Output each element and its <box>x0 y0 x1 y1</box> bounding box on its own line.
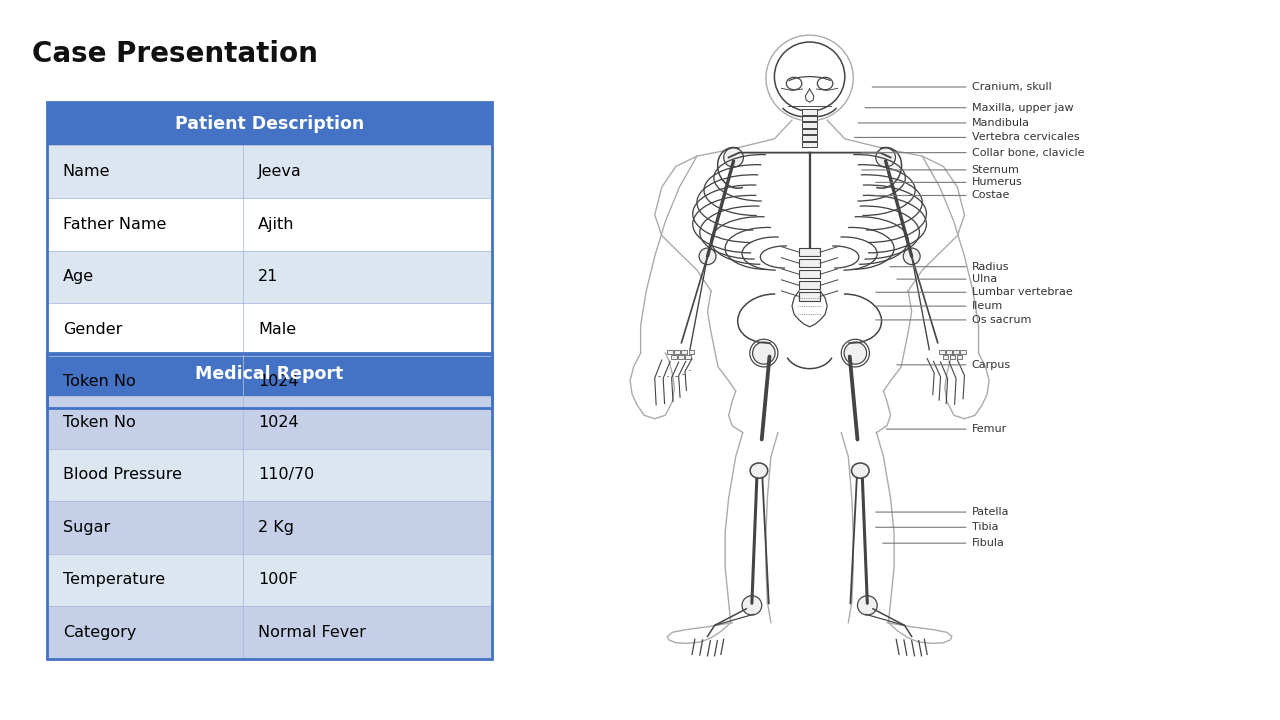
Bar <box>681 351 687 354</box>
Text: Sugar: Sugar <box>63 520 110 535</box>
Bar <box>799 270 820 279</box>
Text: Ulna: Ulna <box>897 274 997 284</box>
Bar <box>689 351 694 354</box>
Bar <box>47 102 492 408</box>
Bar <box>954 351 959 354</box>
Text: Father Name: Father Name <box>63 217 166 232</box>
Text: Blood Pressure: Blood Pressure <box>63 467 182 482</box>
Text: Cranium, skull: Cranium, skull <box>872 82 1051 92</box>
Text: Gender: Gender <box>63 322 122 337</box>
Text: Mandibula: Mandibula <box>858 118 1029 128</box>
Text: Tibia: Tibia <box>876 522 998 532</box>
Bar <box>801 109 818 114</box>
Text: Humerus: Humerus <box>876 177 1023 187</box>
Text: Name: Name <box>63 164 110 179</box>
Circle shape <box>753 342 776 364</box>
Circle shape <box>858 595 877 615</box>
Text: Normal Fever: Normal Fever <box>259 625 366 640</box>
Bar <box>47 198 492 251</box>
Text: 100F: 100F <box>259 572 298 588</box>
Text: Jeeva: Jeeva <box>259 164 302 179</box>
Text: Os sacrum: Os sacrum <box>876 315 1030 325</box>
Text: 1024: 1024 <box>259 415 298 430</box>
Bar <box>47 554 492 606</box>
Bar <box>801 116 818 121</box>
Bar <box>47 606 492 659</box>
Text: 1024: 1024 <box>259 374 298 390</box>
Text: 21: 21 <box>259 269 279 284</box>
Text: Category: Category <box>63 625 136 640</box>
Text: Temperature: Temperature <box>63 572 165 588</box>
Bar <box>960 351 966 354</box>
Bar <box>47 501 492 554</box>
Text: Age: Age <box>63 269 93 284</box>
Bar <box>678 355 684 359</box>
Text: Carpus: Carpus <box>897 360 1011 370</box>
Circle shape <box>723 148 744 167</box>
Text: 2 Kg: 2 Kg <box>259 520 294 535</box>
Ellipse shape <box>851 463 869 478</box>
Bar <box>47 145 492 198</box>
Text: Costae: Costae <box>876 191 1010 200</box>
Bar <box>799 292 820 300</box>
Bar <box>47 251 492 303</box>
Bar <box>940 351 945 354</box>
Circle shape <box>699 248 716 265</box>
Circle shape <box>742 595 762 615</box>
Text: Ileum: Ileum <box>876 301 1002 311</box>
Bar <box>946 351 952 354</box>
Bar <box>799 259 820 267</box>
Text: Fibula: Fibula <box>883 538 1005 548</box>
Bar <box>675 351 680 354</box>
Bar <box>799 248 820 256</box>
Bar <box>667 351 673 354</box>
Circle shape <box>876 148 896 167</box>
Bar <box>47 303 492 356</box>
Text: Maxilla, upper jaw: Maxilla, upper jaw <box>865 103 1073 113</box>
Bar <box>47 353 492 659</box>
Text: Patella: Patella <box>876 507 1009 517</box>
Text: Radius: Radius <box>890 261 1009 271</box>
Bar <box>47 356 492 408</box>
Bar <box>671 355 677 359</box>
Text: Ajith: Ajith <box>259 217 294 232</box>
Text: Token No: Token No <box>63 374 136 390</box>
Text: Collar bone, clavicle: Collar bone, clavicle <box>861 148 1084 158</box>
Circle shape <box>904 248 920 265</box>
Bar <box>799 282 820 289</box>
Bar <box>942 355 948 359</box>
Text: Sternum: Sternum <box>861 165 1019 175</box>
Bar <box>801 122 818 127</box>
Bar <box>685 355 691 359</box>
Text: Case Presentation: Case Presentation <box>32 40 317 68</box>
Bar <box>47 353 492 396</box>
Text: Patient Description: Patient Description <box>175 114 364 132</box>
Bar <box>47 449 492 501</box>
Text: Token No: Token No <box>63 415 136 430</box>
Bar <box>801 135 818 141</box>
Ellipse shape <box>750 463 768 478</box>
Text: Male: Male <box>259 322 296 337</box>
Bar <box>956 355 963 359</box>
Text: Femur: Femur <box>886 424 1007 434</box>
Bar <box>801 142 818 148</box>
Text: Lumbar vertebrae: Lumbar vertebrae <box>876 287 1073 297</box>
Bar <box>47 396 492 449</box>
Bar <box>950 355 955 359</box>
Bar <box>801 129 818 135</box>
Text: Vertebra cervicales: Vertebra cervicales <box>855 132 1079 143</box>
Text: Medical Report: Medical Report <box>196 366 343 383</box>
Text: 110/70: 110/70 <box>259 467 315 482</box>
Bar <box>47 102 492 145</box>
Circle shape <box>844 342 867 364</box>
